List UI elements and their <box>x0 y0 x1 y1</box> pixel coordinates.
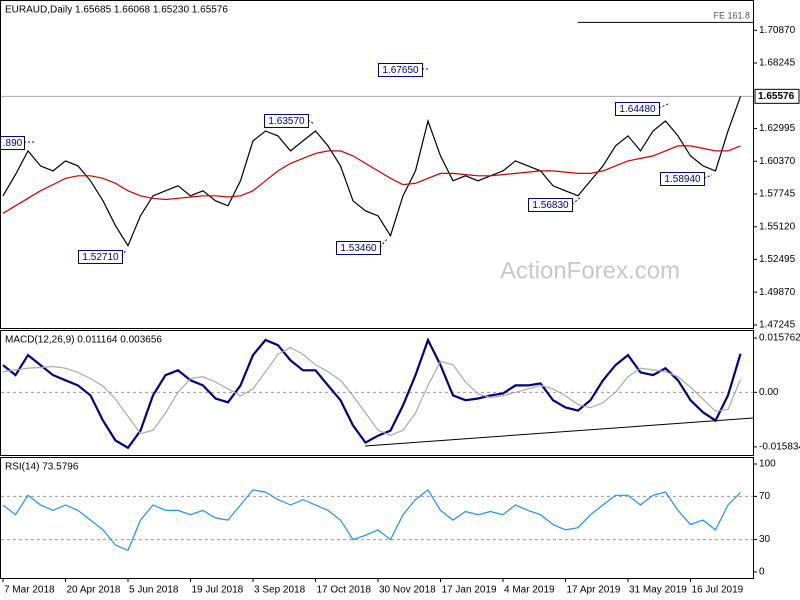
y-tick-label: 1.70870 <box>759 25 796 36</box>
series-line <box>2 489 741 552</box>
watermark: ActionForex.com <box>500 257 680 284</box>
x-tick-label: 3 Sep 2018 <box>254 585 306 596</box>
x-tick-label: 19 Jul 2018 <box>192 585 244 596</box>
annotation-box <box>615 102 660 116</box>
x-tick-label: 30 Nov 2018 <box>379 585 436 596</box>
x-tick-label: 17 Apr 2019 <box>567 585 621 596</box>
annotation-label: .890 <box>3 138 23 149</box>
panel-frame <box>0 457 754 579</box>
annotation-box <box>264 114 309 128</box>
annotation-box <box>78 250 123 264</box>
annotation-box <box>528 198 573 212</box>
panel-title: EURAUD,Daily 1.65685 1.66068 1.65230 1.6… <box>5 5 228 16</box>
x-tick-label: 7 Mar 2018 <box>4 585 55 596</box>
panel-frame <box>0 0 754 329</box>
y-tick-label: 1.49870 <box>759 287 796 298</box>
annotation-label: 1.58940 <box>664 174 701 185</box>
x-tick-label: 31 May 2019 <box>629 585 687 596</box>
x-tick-label: 16 Jul 2019 <box>692 585 744 596</box>
x-tick-label: 4 Mar 2019 <box>504 585 555 596</box>
annotation-box <box>0 136 25 150</box>
annotation-link <box>307 119 315 125</box>
panel-title: RSI(14) 73.5796 <box>5 462 79 473</box>
y-tick-label: 1.52495 <box>759 254 796 265</box>
y-tick-label: 0.015762 <box>759 333 800 344</box>
x-tick-label: 5 Jun 2018 <box>129 585 179 596</box>
annotation-box <box>378 63 423 77</box>
y-tick-label: 1.55120 <box>759 221 796 232</box>
annotation-label: 1.52710 <box>82 252 119 263</box>
annotation-link <box>571 197 581 205</box>
price-label: 1.65576 <box>758 91 795 102</box>
y-tick-label: 1.47245 <box>759 320 796 331</box>
annotation-box <box>660 172 705 186</box>
series-line <box>2 346 742 437</box>
annotation-label: 1.53460 <box>340 243 377 254</box>
annotation-link <box>658 103 669 109</box>
y-tick-label: 1.62995 <box>759 123 796 134</box>
annotation-label: 1.67650 <box>382 65 419 76</box>
macd-trendline <box>364 417 754 447</box>
x-tick-label: 17 Jan 2019 <box>442 585 497 596</box>
annotation-link <box>703 174 713 179</box>
annotation-label: 1.63570 <box>268 116 305 127</box>
y-tick-label: 1.57745 <box>759 189 796 200</box>
series-line <box>2 145 741 214</box>
x-tick-label: 17 Oct 2018 <box>317 585 372 596</box>
price-label-box <box>754 88 800 104</box>
annotation-label: 1.56830 <box>532 200 569 211</box>
panel-title: MACD(12,26,9) 0.011164 0.003656 <box>5 335 162 346</box>
x-tick-label: 20 Apr 2018 <box>67 585 121 596</box>
y-tick-label: 1.68245 <box>759 58 796 69</box>
annotation-label: 1.64480 <box>619 104 656 115</box>
fe-label: FE 161.8 <box>713 11 750 21</box>
series-line <box>2 337 742 450</box>
y-tick-label: 100 <box>759 459 776 470</box>
y-tick-label: 0 <box>759 567 765 578</box>
y-tick-label: 1.60370 <box>759 156 796 167</box>
y-tick-label: 30 <box>759 534 771 545</box>
y-tick-label: -0.015834 <box>759 441 800 452</box>
annotation-link <box>121 249 127 257</box>
y-tick-label: 70 <box>759 491 771 502</box>
annotation-box <box>336 241 381 255</box>
panel-frame <box>0 330 754 456</box>
series-line <box>2 96 742 248</box>
y-tick-label: 0.00 <box>759 387 779 398</box>
